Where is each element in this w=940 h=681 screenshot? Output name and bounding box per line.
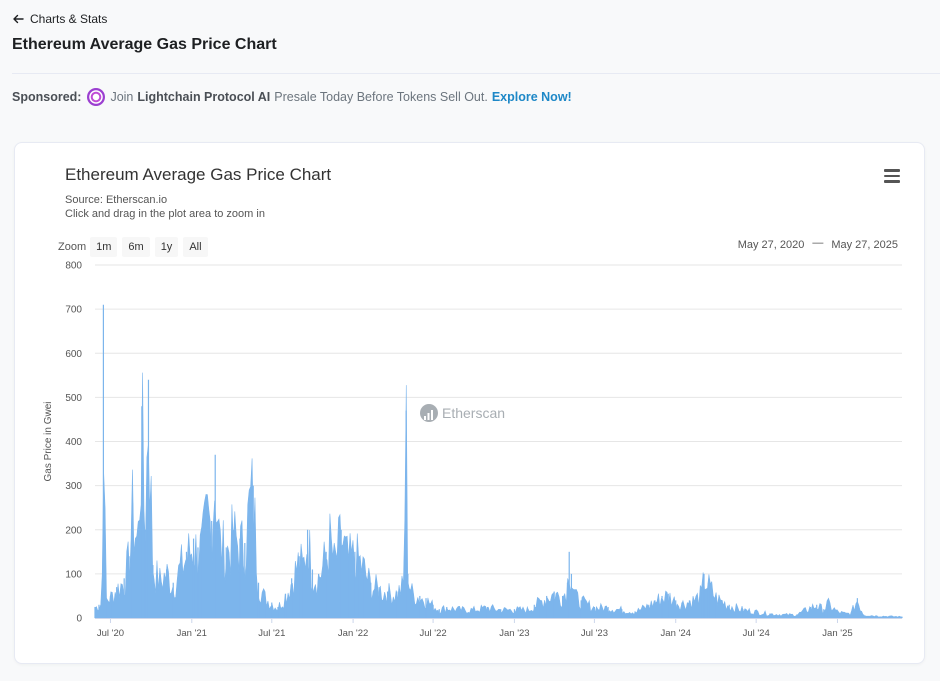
y-tick-label: 400 (65, 437, 82, 448)
y-tick-label: 500 (65, 393, 82, 404)
y-tick-label: 300 (65, 481, 82, 492)
y-tick-label: 600 (65, 349, 82, 360)
x-tick-label: Jul '23 (581, 628, 608, 639)
x-tick-label: Jul '24 (743, 628, 770, 639)
x-tick-label: Jul '21 (258, 628, 285, 639)
x-tick-label: Jul '20 (97, 628, 124, 639)
y-tick-label: 100 (65, 569, 82, 580)
y-tick-label: 800 (65, 261, 82, 272)
x-tick-label: Jan '24 (661, 628, 691, 639)
date-range-selector: May 27, 2020 — May 27, 2025 (738, 237, 898, 253)
range-end-date[interactable]: May 27, 2025 (831, 239, 898, 251)
back-link[interactable]: Charts & Stats (12, 12, 107, 26)
zoom-1m-button[interactable]: 1m (90, 237, 118, 257)
sponsored-label: Sponsored: (12, 90, 82, 104)
explore-now-link[interactable]: Explore Now! (491, 90, 572, 104)
range-separator: — (812, 237, 824, 249)
etherscan-logo-bar (431, 410, 433, 420)
x-tick-label: Jan '23 (499, 628, 529, 639)
range-start-date[interactable]: May 27, 2020 (737, 239, 805, 251)
chart-zoom-hint: Click and drag in the plot area to zoom … (65, 208, 265, 220)
zoom-controls: Zoom 1m 6m 1y All (58, 237, 213, 257)
x-tick-label: Jan '25 (822, 628, 852, 639)
sponsored-brand: Lightchain Protocol AI (137, 90, 271, 104)
y-axis-title: Gas Price in Gwei (43, 401, 54, 481)
chart-subtitle: Source: Etherscan.io (65, 194, 168, 206)
y-tick-label: 700 (65, 305, 82, 316)
etherscan-watermark: Etherscan (420, 404, 505, 422)
back-link-label: Charts & Stats (30, 12, 108, 26)
sponsored-banner: Sponsored: Join Lightchain Protocol AI P… (12, 88, 572, 106)
zoom-6m-button[interactable]: 6m (122, 237, 150, 257)
page-title: Ethereum Average Gas Price Chart (12, 36, 277, 53)
arrow-left-icon (13, 14, 24, 24)
zoom-label: Zoom (58, 241, 87, 253)
chart-title: Ethereum Average Gas Price Chart (65, 165, 332, 184)
y-tick-label: 0 (76, 614, 82, 625)
header-divider (12, 73, 940, 74)
etherscan-logo-bar (424, 416, 426, 420)
x-tick-label: Jan '21 (177, 628, 207, 639)
page-header: Charts & Stats Ethereum Average Gas Pric… (0, 0, 940, 74)
chart-card: 0 100 200 300 400 500 600 700 800 Gas Price in Gw… (14, 142, 925, 664)
watermark-text: Etherscan (442, 405, 505, 421)
etherscan-logo-bar (427, 413, 430, 420)
y-tick-label: 200 (65, 525, 82, 536)
x-tick-label: Jul '22 (420, 628, 447, 639)
chart-plot-area[interactable]: 0 100 200 300 400 500 600 700 800 Gas Price in Gw… (15, 143, 926, 665)
hamburger-menu-icon[interactable] (884, 169, 900, 183)
sponsored-text-after: Presale Today Before Tokens Sell Out. (274, 90, 488, 104)
x-tick-label: Jan '22 (338, 628, 368, 639)
zoom-all-button[interactable]: All (183, 237, 208, 257)
zoom-1y-button[interactable]: 1y (154, 237, 179, 257)
lightchain-logo-icon (87, 88, 106, 106)
sponsored-text-before: Join (110, 90, 134, 104)
